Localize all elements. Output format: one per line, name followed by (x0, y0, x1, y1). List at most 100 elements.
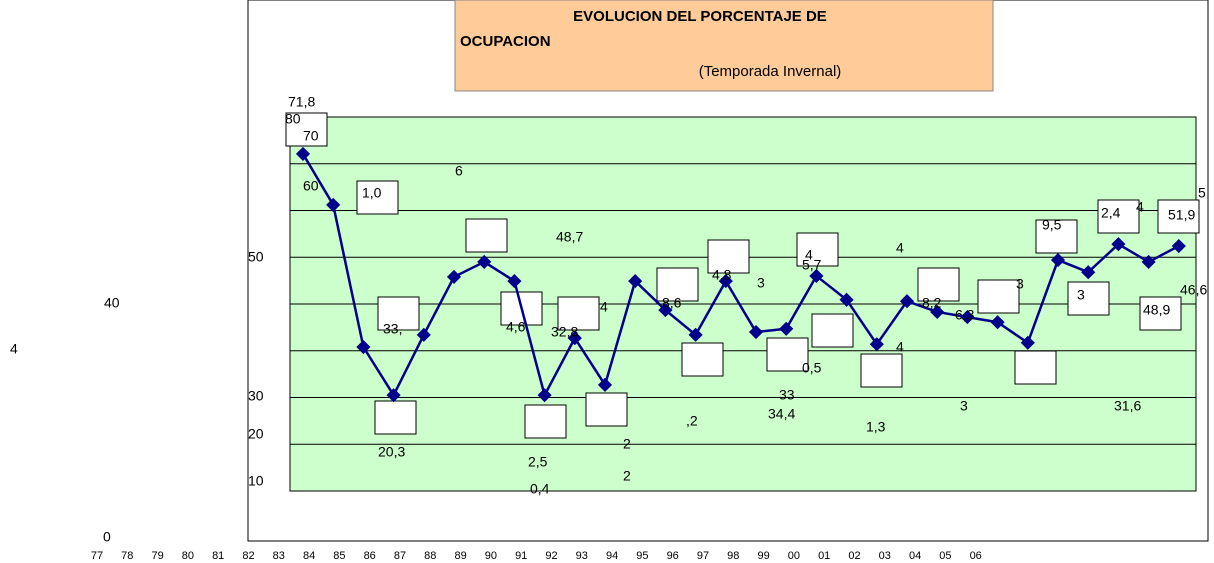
annotation: 33 (779, 387, 795, 403)
marker (507, 274, 522, 289)
x-tick-label: 86 (364, 550, 376, 562)
marker (295, 146, 311, 162)
annotation: 50 (248, 249, 264, 265)
label-box (681, 342, 724, 377)
marker (1171, 238, 1186, 254)
label-box (1014, 350, 1057, 385)
x-tick-label: 81 (212, 550, 224, 562)
marker (567, 331, 582, 346)
label-box (707, 239, 750, 274)
marker (718, 274, 733, 289)
x-tick-label: 99 (757, 550, 769, 562)
x-tick-label: 85 (333, 550, 345, 562)
annotation: 0,5 (802, 360, 822, 376)
annotation: 6,3 (955, 307, 975, 323)
x-tick-label: 82 (242, 550, 254, 562)
annotation: 60 (303, 178, 319, 194)
marker (930, 304, 945, 320)
x-tick-label: 89 (454, 550, 466, 562)
x-tick-label: 03 (879, 550, 891, 562)
x-tick-label: 95 (636, 550, 648, 562)
label-box (524, 404, 567, 439)
label-box (1139, 296, 1182, 331)
marker (537, 388, 552, 403)
annotation: 5,7 (802, 257, 822, 273)
annotation: 3 (960, 398, 968, 414)
marker (688, 327, 703, 342)
annotation: 5 (1198, 185, 1206, 201)
label-box (1035, 219, 1078, 254)
label-box (465, 218, 508, 253)
annotation: 32,8 (551, 324, 578, 340)
annotation: 2 (623, 468, 631, 484)
annotation: 33, (383, 321, 402, 337)
annotation: ,2 (686, 413, 698, 429)
annotation: 10 (248, 473, 264, 489)
annotation: 8,6 (662, 295, 682, 311)
label-box (285, 112, 328, 147)
label-box (766, 337, 809, 372)
line (301, 153, 1180, 399)
annotation: 4 (600, 299, 608, 315)
x-tick-label: 00 (788, 550, 800, 562)
annotation: 3 (757, 275, 765, 291)
annotation: 2,4 (1101, 205, 1121, 221)
annotation: 4,8 (712, 267, 732, 283)
marker (990, 315, 1005, 330)
annotation: 6 (455, 163, 463, 179)
chart-subtitle: (Temporada Invernal) (699, 63, 842, 80)
marker (658, 303, 673, 318)
label-box (860, 353, 903, 388)
x-tick-label: 88 (424, 550, 436, 562)
x-tick-label: 83 (273, 550, 285, 562)
x-tick-label: 90 (485, 550, 497, 562)
x-tick-label: 87 (394, 550, 406, 562)
annotation: 0 (103, 529, 111, 545)
x-tick-label: 05 (939, 550, 951, 562)
x-tick-label: 92 (545, 550, 557, 562)
label-box (977, 279, 1020, 314)
x-tick-label: 84 (303, 550, 315, 562)
marker (386, 388, 401, 403)
annotation: 30 (248, 388, 264, 404)
x-tick-label: 97 (697, 550, 709, 562)
x-tick-label: 91 (515, 550, 527, 562)
annotation: 1,0 (362, 185, 382, 201)
annotation: 4,6 (506, 319, 526, 335)
marker (1141, 254, 1156, 269)
x-tick-label: 78 (121, 550, 133, 562)
marker (869, 337, 884, 352)
label-box (356, 180, 399, 215)
marker (899, 294, 915, 309)
annotation: 70 (303, 128, 319, 144)
annotation: 1,3 (866, 419, 886, 435)
annotation: 51,9 (1168, 207, 1195, 223)
annotation: 4 (896, 240, 904, 256)
annotation: 40 (104, 295, 120, 311)
marker (809, 268, 824, 284)
label-box (796, 232, 839, 267)
x-tick-label: 79 (151, 550, 163, 562)
marker (779, 321, 794, 336)
x-tick-label: 77 (91, 550, 103, 562)
annotation: 2,5 (528, 454, 548, 470)
annotation: 80 (285, 111, 301, 127)
annotation: 4 (10, 341, 18, 357)
annotation: 31,6 (1114, 398, 1141, 414)
label-box (1097, 199, 1140, 234)
annotation: 46,6 (1180, 282, 1207, 298)
x-tick-label: 93 (576, 550, 588, 562)
label-box (917, 267, 960, 302)
marker (597, 377, 613, 392)
label-box (585, 392, 628, 427)
marker (416, 327, 431, 342)
chart-title: OCUPACION (460, 33, 551, 50)
x-tick-label: 96 (667, 550, 679, 562)
annotation: 8,2 (922, 295, 942, 311)
annotation: 3 (1077, 287, 1085, 303)
label-box (811, 313, 854, 348)
marker (748, 324, 764, 340)
marker (1111, 237, 1126, 252)
marker (356, 339, 371, 355)
x-tick-label: 01 (818, 550, 830, 562)
